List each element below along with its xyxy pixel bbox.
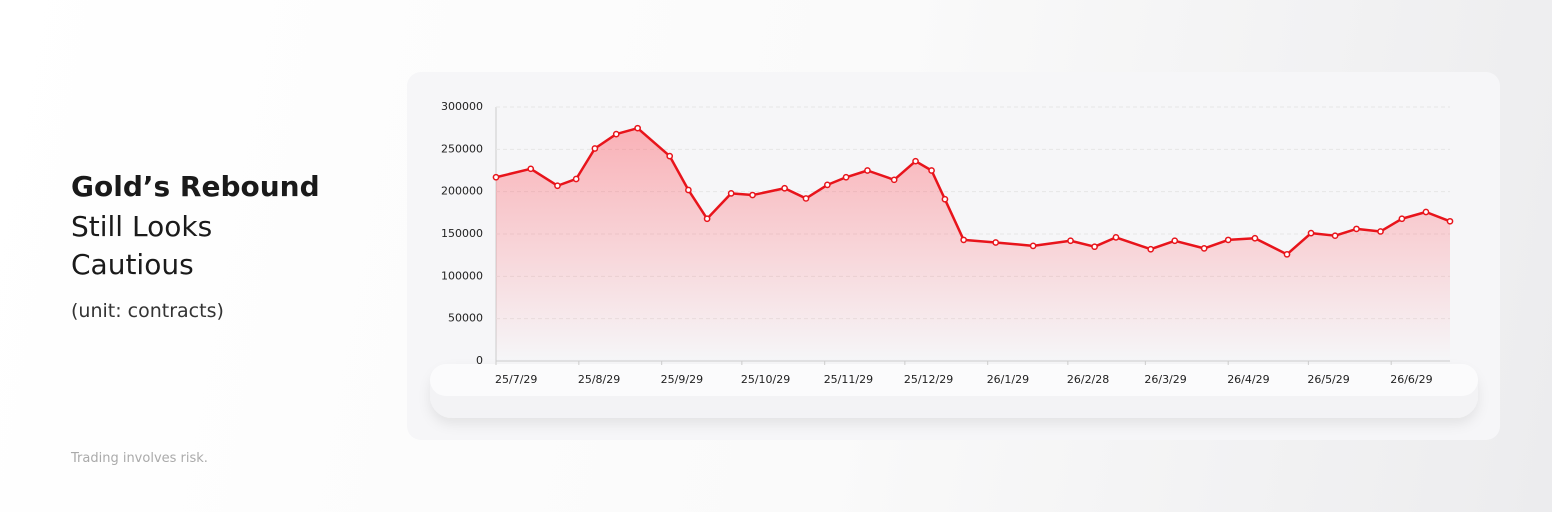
area: [496, 128, 1450, 361]
point: [960, 236, 967, 244]
point: [634, 124, 641, 132]
point: [912, 157, 919, 165]
point: [1200, 245, 1208, 252]
y-tick-label: 150000: [441, 227, 483, 240]
point: [1331, 232, 1339, 240]
point: [1353, 225, 1360, 233]
point: [666, 152, 674, 160]
x-tick-label: 25/12/29: [904, 373, 953, 386]
point: [1171, 237, 1179, 245]
y-tick-label: 300000: [441, 100, 483, 113]
point: [1398, 215, 1406, 223]
point: [842, 173, 850, 181]
point: [1029, 242, 1037, 250]
point: [1283, 250, 1291, 258]
pedestal-top: [430, 364, 1478, 396]
point: [824, 181, 831, 189]
y-tick-label: 0: [476, 354, 483, 367]
point: [890, 176, 898, 184]
point: [1112, 234, 1120, 241]
point: [1251, 234, 1259, 242]
point: [492, 173, 500, 181]
point: [781, 184, 788, 192]
title-line: Gold’s Rebound: [71, 170, 320, 203]
point: [703, 215, 711, 223]
footnote: Trading involves risk.: [71, 451, 208, 466]
line: [495, 126, 1451, 256]
point: [802, 195, 810, 202]
subtitle: (unit: contracts): [71, 300, 224, 322]
x-tick-label: 26/6/29: [1390, 373, 1432, 386]
point: [685, 186, 692, 194]
point: [1147, 245, 1155, 253]
point: [749, 191, 756, 199]
x-tick-label: 25/9/29: [661, 373, 703, 386]
y-tick-label: 50000: [448, 312, 483, 325]
x-tick-label: 25/8/29: [578, 373, 620, 386]
point: [928, 167, 935, 174]
x-tick-label: 26/1/29: [987, 373, 1029, 386]
y-tick-label: 200000: [441, 185, 483, 198]
x-tick-label: 26/4/29: [1227, 373, 1269, 386]
point: [1091, 243, 1098, 251]
point: [527, 165, 535, 173]
point: [727, 190, 735, 197]
title-line: Still Looks: [71, 210, 213, 243]
point: [864, 167, 871, 174]
point: [572, 175, 580, 183]
point: [554, 182, 561, 190]
title-line: Cautious: [71, 248, 194, 281]
point: [992, 239, 1000, 246]
point: [1307, 229, 1315, 237]
point: [1224, 236, 1232, 244]
x-tick-label: 25/7/29: [495, 373, 537, 386]
point: [612, 130, 620, 138]
y-tick-label: 250000: [441, 142, 483, 155]
point: [941, 195, 949, 203]
x-tick-label: 26/5/29: [1307, 373, 1349, 386]
point: [1446, 217, 1454, 225]
point: [1422, 208, 1430, 216]
point: [1067, 237, 1074, 245]
y-tick-label: 100000: [441, 269, 483, 282]
x-tick-label: 26/2/28: [1067, 373, 1109, 386]
x-tick-label: 25/10/29: [741, 373, 790, 386]
x-tick-label: 26/3/29: [1144, 373, 1186, 386]
x-tick-label: 25/11/29: [824, 373, 873, 386]
point: [1377, 228, 1384, 235]
point: [591, 145, 599, 152]
